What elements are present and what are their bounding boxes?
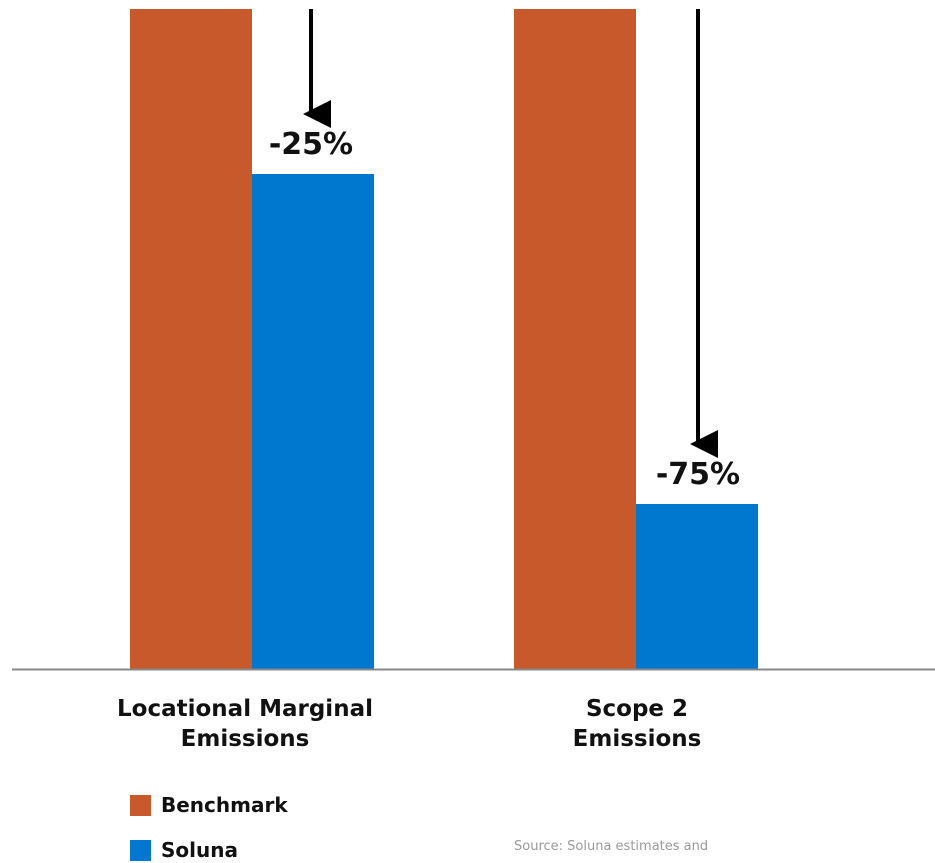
category-label-scope-2-emissions: Scope 2 Emissions (572, 696, 702, 752)
legend-label-benchmark: Benchmark (161, 793, 288, 817)
bar-chart: -25% -75% (12, 9, 935, 671)
legend-item-benchmark: Benchmark (130, 792, 288, 818)
reduction-label-1: -25% (269, 127, 353, 162)
legend-swatch-soluna (130, 839, 151, 861)
legend-swatch-benchmark (130, 794, 151, 816)
source-note: Source: Soluna estimates and (514, 839, 709, 854)
bar-soluna-1 (252, 174, 374, 669)
bar-soluna-2 (636, 504, 758, 669)
bar-benchmark-1 (130, 9, 252, 669)
category-label-locational-marginal-emissions: Locational Marginal Emissions (117, 696, 373, 752)
reduction-label-2: -75% (656, 457, 740, 492)
legend-label-soluna: Soluna (161, 838, 238, 862)
bar-benchmark-2 (514, 9, 636, 669)
legend-item-soluna: Soluna (130, 837, 238, 863)
